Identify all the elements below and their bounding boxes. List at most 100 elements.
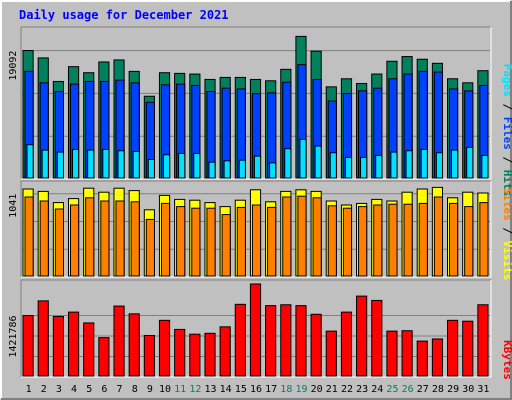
day-label-28: 28: [432, 384, 444, 395]
bar-kbytes-day-9: [143, 334, 155, 377]
legend-kbytes: KBytes: [501, 340, 512, 380]
day-label-11: 11: [174, 384, 186, 395]
day-label-27: 27: [417, 384, 429, 395]
bar-pages-day-12: [193, 152, 201, 179]
bar-sites-day-22: [342, 207, 353, 277]
bar-pages-day-20: [314, 145, 322, 179]
bar-kbytes-day-16: [249, 283, 262, 377]
bar-sites-day-24: [373, 204, 383, 277]
bar-pages-day-10: [162, 154, 171, 179]
bar-kbytes-day-21: [325, 330, 337, 377]
day-label-7: 7: [117, 384, 123, 395]
day-label-6: 6: [101, 384, 107, 395]
day-label-20: 20: [311, 384, 323, 395]
bar-pages-day-29: [451, 149, 459, 179]
day-label-21: 21: [326, 384, 338, 395]
bar-kbytes-day-12: [189, 333, 201, 377]
bar-kbytes-day-6: [98, 337, 110, 377]
legend-part-1: /: [501, 97, 512, 117]
bar-pages-day-25: [390, 151, 398, 179]
bar-kbytes-day-7: [113, 305, 125, 377]
bar-pages-day-22: [344, 156, 353, 179]
bar-sites-day-17: [267, 206, 277, 277]
bar-pages-day-2: [41, 149, 49, 179]
bar-kbytes-day-30: [462, 320, 474, 377]
kbytes-panel: 1421786: [8, 279, 492, 378]
day-label-9: 9: [147, 384, 153, 395]
bar-kbytes-day-10: [158, 319, 171, 377]
day-label-14: 14: [220, 384, 232, 395]
day-label-19: 19: [295, 384, 307, 395]
bar-sites-day-2: [39, 200, 49, 277]
day-label-29: 29: [447, 384, 459, 395]
plot-border-light: [21, 27, 492, 180]
bar-sites-day-14: [221, 214, 231, 277]
bar-kbytes-day-17: [265, 305, 277, 377]
bar-kbytes-day-4: [67, 311, 80, 377]
bar-sites-day-5: [85, 197, 95, 277]
y-max-label: 1421786: [8, 315, 19, 357]
bar-kbytes-day-8: [128, 313, 140, 377]
bar-sites-day-23: [358, 206, 368, 277]
bar-pages-day-31: [481, 154, 489, 179]
plot-border-light: [21, 181, 492, 278]
bar-sites-day-3: [54, 208, 64, 277]
bar-sites-day-20: [312, 197, 322, 277]
bar-sites-day-16: [251, 204, 262, 277]
day-label-16: 16: [250, 384, 262, 395]
visits-sites-panel: 1041: [8, 180, 492, 278]
bar-sites-day-18: [282, 196, 292, 277]
day-label-23: 23: [356, 384, 368, 395]
bar-pages-day-28: [435, 152, 444, 179]
bar-pages-day-21: [329, 152, 337, 179]
bar-sites-day-29: [449, 202, 459, 277]
bar-sites-day-7: [115, 200, 125, 277]
bar-sites-day-28: [433, 196, 444, 277]
bar-sites-day-31: [479, 202, 489, 277]
bar-sites-day-6: [100, 200, 110, 277]
bar-sites-day-4: [69, 204, 80, 277]
hits-files-pages-panel: 19092: [8, 26, 492, 180]
day-label-17: 17: [265, 384, 277, 395]
bar-pages-day-19: [299, 138, 307, 179]
bar-sites-day-26: [403, 203, 413, 277]
bar-kbytes-day-22: [340, 311, 353, 377]
bar-pages-day-5: [87, 149, 95, 179]
bar-kbytes-day-11: [174, 328, 186, 377]
bar-kbytes-day-26: [401, 330, 413, 377]
bar-pages-day-11: [178, 152, 186, 179]
plot-border-dark: [20, 26, 491, 179]
bar-sites-day-27: [418, 202, 428, 277]
bar-sites-day-30: [464, 206, 474, 277]
legend-part-3: /: [501, 150, 512, 170]
day-label-22: 22: [341, 384, 353, 395]
day-label-18: 18: [280, 384, 292, 395]
bar-sites-day-11: [176, 206, 186, 277]
bar-pages-day-7: [117, 150, 125, 179]
legend-part-1: /: [501, 221, 512, 241]
bar-kbytes-day-13: [204, 332, 216, 377]
day-label-15: 15: [235, 384, 247, 395]
legend-part-0: KBytes: [501, 340, 512, 380]
bar-pages-day-3: [56, 151, 64, 179]
bar-kbytes-day-5: [83, 322, 95, 377]
day-label-4: 4: [71, 384, 77, 395]
legend-pages-files-hits: Pages / Files / Hits: [501, 64, 512, 197]
day-label-31: 31: [477, 384, 489, 395]
bar-pages-day-18: [284, 148, 292, 179]
bar-pages-day-8: [132, 150, 140, 179]
day-label-26: 26: [402, 384, 414, 395]
bar-kbytes-day-15: [234, 303, 246, 377]
day-label-8: 8: [132, 384, 138, 395]
day-label-25: 25: [386, 384, 398, 395]
bar-pages-day-4: [71, 148, 80, 179]
bar-kbytes-day-14: [219, 326, 231, 377]
bar-pages-day-14: [223, 160, 231, 179]
bar-kbytes-day-20: [310, 313, 322, 377]
day-label-30: 30: [462, 384, 474, 395]
bar-sites-day-9: [145, 218, 155, 277]
day-label-3: 3: [56, 384, 62, 395]
